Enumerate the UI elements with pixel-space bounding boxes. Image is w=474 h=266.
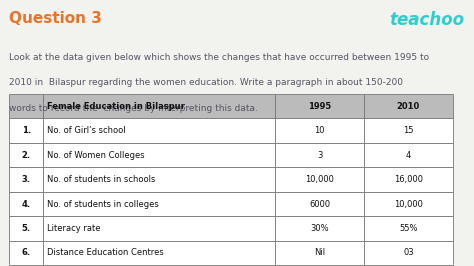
Bar [275,118,364,143]
Text: Female Education in Bilaspur: Female Education in Bilaspur [46,102,184,111]
Text: 10,000: 10,000 [394,200,423,209]
Bar [275,241,364,265]
Text: 10: 10 [314,126,325,135]
Bar [364,192,453,216]
Bar [364,167,453,192]
Bar [364,241,453,265]
Bar [43,94,275,118]
Text: 16,000: 16,000 [394,175,423,184]
Text: Literacy rate: Literacy rate [46,224,100,233]
Text: 3: 3 [317,151,322,160]
Bar [43,241,275,265]
Bar [43,192,275,216]
Text: No. of students in schools: No. of students in schools [46,175,155,184]
Bar [364,118,453,143]
Text: 3.: 3. [22,175,31,184]
Text: 4.: 4. [21,200,31,209]
Bar [9,241,43,265]
Bar [43,118,275,143]
Text: 2010 in  Bilaspur regarding the women education. Write a paragraph in about 150-: 2010 in Bilaspur regarding the women edu… [9,78,403,88]
Text: 6000: 6000 [309,200,330,209]
Text: 6.: 6. [21,248,31,257]
Bar [364,94,453,118]
Text: 03: 03 [403,248,414,257]
Text: Distance Education Centres: Distance Education Centres [46,248,163,257]
Text: 15: 15 [403,126,414,135]
Text: 30%: 30% [310,224,329,233]
Text: 5.: 5. [21,224,31,233]
Bar [9,118,43,143]
Text: No. of Women Colleges: No. of Women Colleges [46,151,144,160]
Bar [275,167,364,192]
Bar [9,167,43,192]
Text: 2010: 2010 [397,102,420,111]
Bar [364,216,453,241]
Bar [275,192,364,216]
Bar [275,94,364,118]
Bar [364,143,453,167]
Bar [275,143,364,167]
Bar [9,216,43,241]
Bar [9,143,43,167]
Bar [9,192,43,216]
Text: 2.: 2. [21,151,31,160]
Text: Look at the data given below which shows the changes that have occurred between : Look at the data given below which shows… [9,53,429,62]
Bar [9,94,43,118]
Text: 1.: 1. [21,126,31,135]
Text: 4: 4 [406,151,411,160]
Bar [43,143,275,167]
Text: words to record the  changes by interpreting this data.: words to record the changes by interpret… [9,104,258,113]
Text: teachoo: teachoo [390,11,465,29]
Text: No. of students in colleges: No. of students in colleges [46,200,158,209]
Text: 55%: 55% [399,224,418,233]
Text: 1995: 1995 [308,102,331,111]
Text: Nil: Nil [314,248,325,257]
Text: Question 3: Question 3 [9,11,102,26]
Text: 10,000: 10,000 [305,175,334,184]
Text: No. of Girl’s school: No. of Girl’s school [46,126,125,135]
Bar [43,167,275,192]
Bar [275,216,364,241]
Bar [43,216,275,241]
